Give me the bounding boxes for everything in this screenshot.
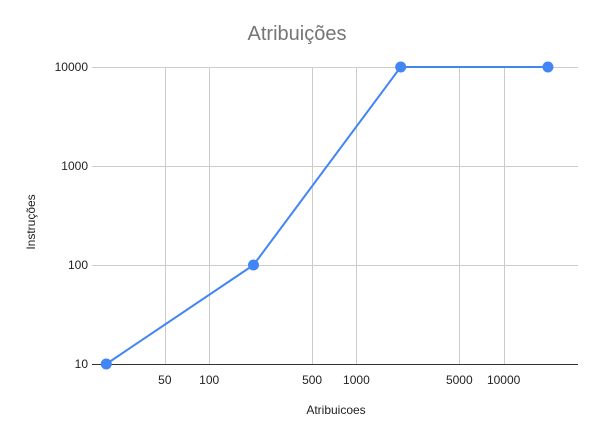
chart-title: Atribuições xyxy=(248,23,347,45)
x-axis-title: Atribuicoes xyxy=(306,403,365,417)
data-point xyxy=(395,61,407,73)
data-point xyxy=(247,259,259,271)
y-tick-label: 10 xyxy=(75,357,89,371)
x-tick-label: 500 xyxy=(302,373,322,387)
y-tick-label: 10000 xyxy=(55,60,89,74)
y-axis-title: Instruções xyxy=(24,194,38,249)
x-tick-label: 5000 xyxy=(446,373,473,387)
x-tick-label: 100 xyxy=(199,373,219,387)
tick-layer: 10 100 1000 10000 50 100 500 1000 5000 10000 xyxy=(55,60,521,387)
data-point xyxy=(542,61,554,73)
x-tick-label: 10000 xyxy=(487,373,521,387)
x-tick-label: 50 xyxy=(158,373,172,387)
series-line xyxy=(105,66,548,365)
data-point xyxy=(100,358,112,370)
grid-layer xyxy=(92,67,578,365)
y-tick-label: 100 xyxy=(68,258,88,272)
x-tick-label: 1000 xyxy=(343,373,370,387)
y-tick-label: 1000 xyxy=(61,159,88,173)
series-layer xyxy=(100,61,554,370)
